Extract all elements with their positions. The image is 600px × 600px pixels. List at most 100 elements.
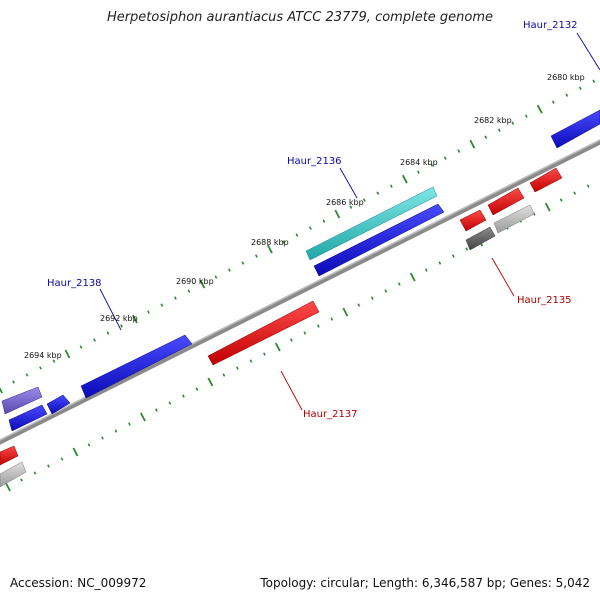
map-title: Herpetosiphon aurantiacus ATCC 23779, co… xyxy=(106,10,494,25)
minor-tick xyxy=(281,240,285,244)
gene-reverse-red-3[interactable] xyxy=(529,167,563,193)
gene-label-haur-2138[interactable]: Haur_2138 xyxy=(47,278,102,289)
minor-tick xyxy=(87,443,91,447)
minor-tick xyxy=(497,128,501,132)
minor-tick xyxy=(20,478,23,482)
minor-tick xyxy=(384,289,388,293)
minor-tick xyxy=(235,366,239,370)
scale-label: 2686 kbp xyxy=(326,198,364,207)
major-tick xyxy=(0,387,3,394)
minor-tick xyxy=(25,373,29,377)
minor-tick xyxy=(511,121,515,125)
gene-label-haur-2136[interactable]: Haur_2136 xyxy=(287,156,342,167)
minor-tick xyxy=(262,352,266,356)
gene-haur-2137-reverse[interactable] xyxy=(207,300,320,366)
gene-label-haur-2137[interactable]: Haur_2137 xyxy=(303,409,358,420)
major-tick xyxy=(544,202,551,212)
minor-tick xyxy=(187,289,191,293)
outer-scale-ticks xyxy=(0,79,596,394)
gene-forward-blue[interactable] xyxy=(313,203,445,277)
scale-labels: 2680 kbp 2682 kbp 2684 kbp 2686 kbp 2688… xyxy=(24,73,585,360)
minor-tick xyxy=(559,198,563,202)
accession-text: Accession: NC_009972 xyxy=(10,576,147,590)
minor-tick xyxy=(389,184,393,188)
major-tick xyxy=(536,104,543,114)
gene-reverse-gray-left[interactable] xyxy=(0,461,27,488)
minor-tick xyxy=(524,114,528,118)
minor-tick xyxy=(101,436,104,440)
gene-reverse-dark-gray[interactable] xyxy=(465,226,496,251)
major-tick xyxy=(402,174,408,184)
minor-tick xyxy=(249,359,253,363)
minor-tick xyxy=(181,394,185,398)
minor-tick xyxy=(551,100,555,104)
scale-label: 2682 kbp xyxy=(474,116,512,125)
minor-tick xyxy=(47,464,50,468)
major-tick xyxy=(5,482,11,492)
minor-tick xyxy=(52,359,56,363)
minor-tick xyxy=(154,408,158,412)
minor-tick xyxy=(33,471,37,475)
scale-label: 2692 kbp xyxy=(100,314,138,323)
minor-tick xyxy=(214,275,218,279)
minor-tick xyxy=(106,331,110,335)
gene-label-haur-2135[interactable]: Haur_2135 xyxy=(517,295,572,306)
minor-tick xyxy=(316,324,320,328)
minor-tick xyxy=(12,380,15,384)
forward-strand-genes xyxy=(1,109,600,432)
minor-tick xyxy=(173,296,177,300)
minor-tick xyxy=(254,254,258,258)
gene-label-haur-2132[interactable]: Haur_2132 xyxy=(523,20,578,31)
gene-reverse-red-2[interactable] xyxy=(487,187,525,216)
gene-haur-2132-forward[interactable] xyxy=(550,109,600,149)
minor-tick xyxy=(114,429,118,433)
major-tick xyxy=(132,314,138,324)
gene-forward-small[interactable] xyxy=(46,394,71,415)
genome-summary-text: Topology: circular; Length: 6,346,587 bp… xyxy=(260,576,590,590)
minor-tick xyxy=(586,184,590,188)
minor-tick xyxy=(93,338,96,342)
major-tick xyxy=(409,272,416,282)
minor-tick xyxy=(592,79,596,83)
major-tick xyxy=(207,377,214,387)
gene-haur-2136-forward[interactable] xyxy=(305,186,438,261)
minor-tick xyxy=(457,149,461,153)
minor-tick xyxy=(295,233,299,237)
minor-tick xyxy=(79,345,83,349)
gene-haur-2138-forward[interactable] xyxy=(80,334,193,399)
minor-tick xyxy=(160,303,164,307)
minor-tick xyxy=(465,247,469,251)
minor-tick xyxy=(330,317,334,321)
genome-backbone xyxy=(0,139,600,445)
scale-label: 2688 kbp xyxy=(251,238,289,247)
gene-forward-purple[interactable] xyxy=(1,386,43,415)
minor-tick xyxy=(362,198,366,202)
minor-tick xyxy=(416,170,420,174)
minor-tick xyxy=(443,156,447,160)
gene-reverse-red-left[interactable] xyxy=(0,445,19,466)
gene-haur-2135-reverse[interactable] xyxy=(459,209,487,232)
minor-tick xyxy=(60,457,64,461)
minor-tick xyxy=(357,303,361,307)
minor-tick xyxy=(289,338,293,342)
minor-tick xyxy=(397,282,401,286)
major-tick xyxy=(275,342,281,352)
gene-reverse-gray[interactable] xyxy=(493,204,535,234)
minor-tick xyxy=(308,226,312,230)
gene-forward-left[interactable] xyxy=(8,404,48,432)
major-tick xyxy=(199,279,206,289)
minor-tick xyxy=(128,422,131,426)
scale-label: 2684 kbp xyxy=(400,158,438,167)
minor-tick xyxy=(241,261,245,265)
minor-tick xyxy=(303,331,307,335)
minor-tick xyxy=(370,296,374,300)
minor-tick xyxy=(451,254,455,258)
major-tick xyxy=(72,447,79,457)
minor-tick xyxy=(147,310,150,314)
minor-tick xyxy=(322,219,326,223)
minor-tick xyxy=(484,135,488,139)
major-tick xyxy=(140,412,146,422)
minor-tick xyxy=(120,324,123,328)
major-tick xyxy=(334,209,341,219)
